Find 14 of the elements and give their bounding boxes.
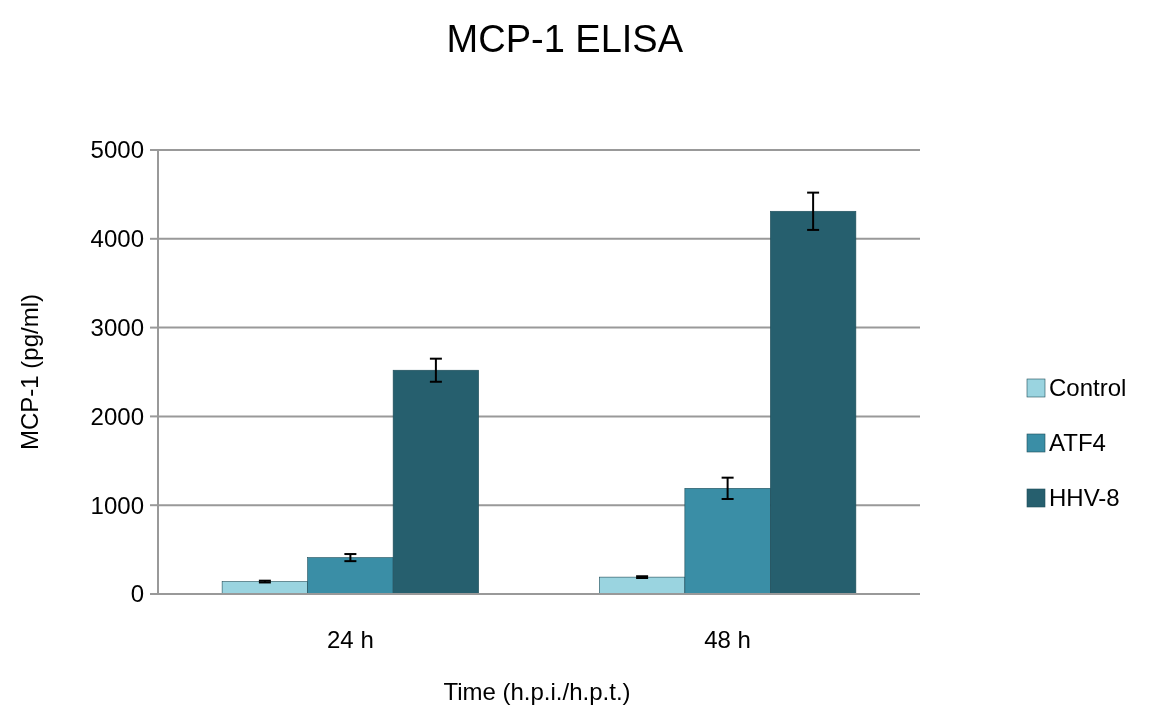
legend-label: HHV-8 (1049, 484, 1120, 512)
y-tick-label: 2000 (90, 402, 144, 430)
y-tick-label: 0 (130, 580, 144, 608)
legend-label: ATF4 (1049, 429, 1106, 457)
y-axis-title: MCP-1 (pg/ml) (16, 293, 43, 451)
x-tick-label: 24 h (327, 626, 374, 653)
x-axis-title: Time (h.p.i./h.p.t.) (443, 678, 631, 705)
chart-title: MCP-1 ELISA (446, 18, 684, 60)
legend-label: Control (1049, 374, 1127, 402)
y-tick-label: 5000 (90, 136, 144, 164)
y-tick-label: 3000 (90, 314, 144, 341)
y-tick-label: 4000 (90, 225, 144, 253)
x-tick-label: 48 h (704, 626, 751, 653)
y-tick-label: 1000 (90, 491, 144, 519)
